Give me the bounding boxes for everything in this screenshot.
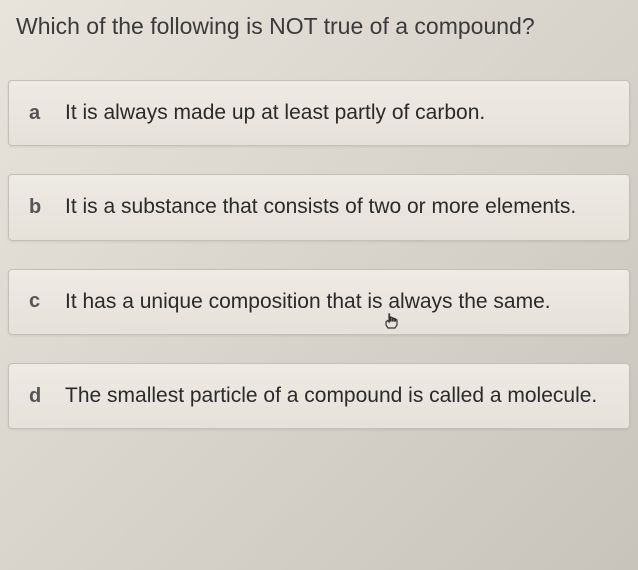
option-d[interactable]: d The smallest particle of a compound is…	[8, 363, 630, 429]
option-a[interactable]: a It is always made up at least partly o…	[8, 80, 630, 146]
option-text: The smallest particle of a compound is c…	[65, 382, 615, 410]
option-text: It has a unique composition that is alwa…	[65, 288, 615, 316]
option-b[interactable]: b It is a substance that consists of two…	[8, 174, 630, 240]
option-text: It is always made up at least partly of …	[65, 99, 615, 127]
option-text: It is a substance that consists of two o…	[65, 193, 615, 221]
option-letter: c	[23, 290, 65, 313]
option-c[interactable]: c It has a unique composition that is al…	[8, 269, 630, 335]
question-text: Which of the following is NOT true of a …	[8, 12, 630, 42]
option-letter: a	[23, 102, 65, 125]
pointer-cursor-icon	[384, 312, 400, 337]
option-letter: d	[23, 385, 65, 408]
option-letter: b	[23, 196, 65, 219]
